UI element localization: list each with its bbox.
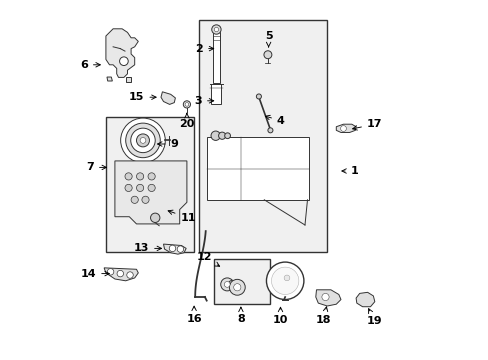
Circle shape	[214, 27, 218, 32]
Text: 1: 1	[341, 166, 358, 176]
Polygon shape	[163, 244, 186, 254]
Circle shape	[125, 173, 132, 180]
Circle shape	[271, 267, 298, 294]
Bar	[213, 32, 219, 83]
Text: 17: 17	[352, 119, 382, 130]
Circle shape	[185, 103, 188, 106]
Circle shape	[340, 126, 346, 131]
Circle shape	[150, 213, 160, 222]
Circle shape	[125, 184, 132, 192]
Circle shape	[136, 173, 143, 180]
Circle shape	[126, 272, 133, 278]
Text: 16: 16	[186, 306, 202, 324]
Text: 2: 2	[195, 44, 213, 54]
Circle shape	[267, 128, 272, 133]
Bar	[206, 137, 309, 200]
Bar	[210, 84, 221, 104]
Polygon shape	[106, 29, 138, 77]
Circle shape	[218, 132, 225, 139]
Polygon shape	[107, 77, 112, 81]
Bar	[106, 117, 194, 252]
Text: 13: 13	[133, 243, 161, 253]
Circle shape	[220, 278, 233, 291]
Circle shape	[169, 245, 175, 252]
Text: 12: 12	[196, 252, 219, 266]
Circle shape	[233, 284, 241, 291]
Text: 7: 7	[86, 162, 106, 172]
Circle shape	[130, 128, 155, 153]
Circle shape	[211, 25, 221, 34]
Text: 4: 4	[265, 115, 284, 126]
Bar	[199, 20, 326, 252]
Circle shape	[183, 101, 190, 108]
Circle shape	[148, 173, 155, 180]
Circle shape	[107, 269, 114, 275]
Polygon shape	[315, 290, 340, 306]
Circle shape	[140, 138, 145, 143]
Circle shape	[121, 118, 165, 163]
Text: 10: 10	[272, 307, 287, 325]
Circle shape	[148, 184, 155, 192]
Text: 14: 14	[81, 269, 109, 279]
Polygon shape	[161, 92, 175, 104]
Polygon shape	[355, 292, 374, 307]
Circle shape	[224, 133, 230, 139]
Circle shape	[211, 131, 220, 140]
Circle shape	[264, 51, 271, 59]
Polygon shape	[115, 161, 186, 224]
Circle shape	[177, 246, 183, 252]
Text: 5: 5	[264, 31, 272, 47]
Text: 8: 8	[237, 307, 244, 324]
Text: 9: 9	[157, 139, 178, 149]
Circle shape	[136, 184, 143, 192]
Circle shape	[321, 293, 328, 301]
Text: 6: 6	[80, 60, 100, 70]
Text: 19: 19	[366, 309, 382, 326]
Circle shape	[131, 196, 138, 203]
Polygon shape	[104, 268, 138, 281]
Circle shape	[125, 123, 160, 158]
Polygon shape	[125, 77, 131, 82]
Text: 15: 15	[129, 92, 156, 102]
Circle shape	[266, 262, 303, 300]
Bar	[213, 259, 269, 304]
Text: 18: 18	[315, 307, 331, 325]
Circle shape	[117, 270, 123, 277]
Polygon shape	[336, 124, 355, 132]
Text: 3: 3	[194, 96, 213, 106]
Circle shape	[284, 275, 289, 281]
Circle shape	[142, 196, 149, 203]
Text: 11: 11	[168, 210, 196, 223]
Circle shape	[256, 94, 261, 99]
Circle shape	[229, 279, 244, 295]
Circle shape	[136, 134, 149, 147]
Circle shape	[120, 57, 128, 66]
Circle shape	[224, 282, 230, 287]
Text: 20: 20	[179, 113, 194, 129]
